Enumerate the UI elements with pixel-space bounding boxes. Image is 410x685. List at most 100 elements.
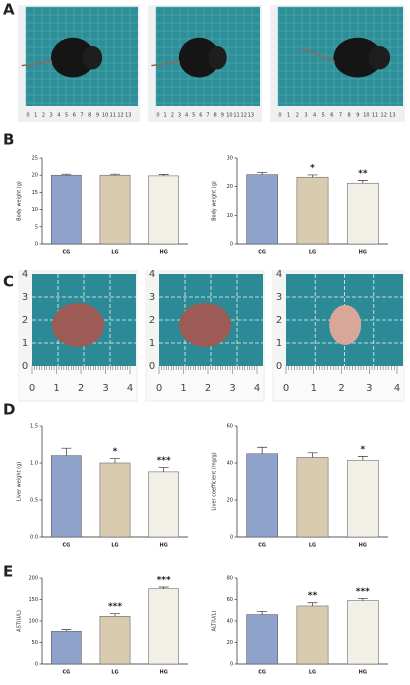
x-tick-label: LG	[309, 543, 316, 549]
y-tick-label: 15	[32, 190, 38, 196]
y-axis-label: Body weight (g)	[212, 181, 218, 221]
ruler-label: 1	[276, 338, 282, 349]
ruler-label: 8	[88, 113, 91, 119]
ruler-label: 4	[57, 113, 60, 119]
y-tick-label: 1.0	[30, 461, 38, 467]
x-tick-label: HG	[359, 670, 367, 676]
error-bar	[61, 173, 72, 176]
ruler-label: 13	[125, 113, 131, 119]
x-tick-label: LG	[111, 250, 118, 256]
x-tick-label: LG	[309, 670, 316, 676]
error-bar	[307, 174, 318, 178]
ruler-label: 11	[233, 113, 239, 119]
y-tick-label: 0.0	[30, 535, 38, 541]
panel-letter: C	[3, 273, 14, 291]
mouse-head	[208, 45, 227, 70]
bar	[346, 459, 379, 538]
y-tick-label: 20	[227, 184, 233, 190]
ruler-label: 9	[96, 113, 99, 119]
x-tick-label: LG	[111, 543, 118, 549]
y-axis-label: Liver weight (g)	[17, 462, 23, 501]
ruler-label: 3	[149, 292, 155, 303]
ruler-label: 6	[199, 113, 202, 119]
ruler-label: 4	[276, 269, 282, 280]
y-tick-label: 0	[35, 242, 38, 248]
x-tick-label: LG	[111, 670, 118, 676]
error-bar	[158, 174, 169, 176]
ruler-label: 4	[313, 113, 316, 119]
ruler-label: 0	[156, 113, 159, 119]
error-bar	[357, 180, 368, 184]
ruler-label: 3	[22, 292, 28, 303]
ruler-label: 3	[229, 383, 235, 394]
ruler-label: 2	[296, 113, 299, 119]
ruler-label: 2	[276, 315, 282, 326]
bar	[296, 457, 329, 538]
mouse-head	[82, 45, 103, 70]
bar	[296, 605, 329, 665]
panel-letter: E	[3, 563, 13, 581]
ruler-label: 0	[22, 361, 28, 372]
bar	[346, 600, 379, 665]
ruler-label: 11	[372, 113, 378, 119]
mouse	[50, 37, 95, 78]
bar	[296, 176, 329, 245]
ruler-label: 12	[241, 113, 247, 119]
ruler-label: 0	[156, 383, 162, 394]
ruler-label: 3	[276, 292, 282, 303]
y-tick-label: 0.5	[30, 498, 38, 504]
ruler-label: 3	[366, 383, 372, 394]
mouse	[333, 37, 383, 78]
ruler-label: 3	[178, 113, 181, 119]
ruler-label: 7	[339, 113, 342, 119]
ruler-label: 3	[102, 383, 108, 394]
significance: *	[113, 447, 118, 457]
ruler-strip	[20, 366, 136, 400]
x-tick-label: HG	[160, 250, 168, 256]
significance: ***	[108, 602, 122, 612]
ruler-label: 2	[149, 315, 155, 326]
y-tick-label: 100	[28, 619, 38, 625]
ruler-label: 1	[34, 113, 37, 119]
significance: ***	[157, 456, 171, 466]
bar	[99, 174, 131, 245]
x-tick-label: CG	[62, 543, 70, 549]
y-tick-label: 60	[227, 424, 233, 430]
bar	[148, 175, 180, 245]
panel-letter: B	[3, 131, 14, 149]
error-bar	[158, 467, 169, 472]
ruler-label: 13	[389, 113, 395, 119]
ruler-label: 5	[65, 113, 68, 119]
y-tick-label: 10	[227, 213, 233, 219]
ruler-label: 3	[304, 113, 307, 119]
x-tick-label: CG	[258, 250, 266, 256]
y-tick-label: 80	[227, 576, 233, 582]
ruler-label: 7	[206, 113, 209, 119]
ruler-label: 4	[127, 383, 133, 394]
ruler-label: 4	[394, 383, 400, 394]
y-tick-label: 20	[227, 498, 233, 504]
y-tick-label: 20	[32, 173, 38, 179]
ruler-label: 0	[26, 113, 29, 119]
error-bar	[357, 456, 368, 461]
error-bar	[110, 613, 120, 617]
x-tick-label: HG	[160, 670, 168, 676]
bar	[50, 174, 82, 245]
ruler-label: 8	[348, 113, 351, 119]
ruler-label: 1	[311, 383, 317, 394]
ruler-label: 9	[356, 113, 359, 119]
error-bar	[357, 598, 368, 601]
ruler-label: 2	[42, 113, 45, 119]
ruler-label: 4	[149, 269, 155, 280]
ruler-label: 10	[363, 113, 369, 119]
ruler-label: 3	[50, 113, 53, 119]
ruler-label: 2	[22, 315, 28, 326]
panel-letter: D	[3, 401, 15, 419]
x-tick-label: CG	[258, 670, 266, 676]
x-tick-label: HG	[359, 543, 367, 549]
ruler-label: 6	[73, 113, 76, 119]
liver	[179, 303, 231, 347]
x-tick-label: CG	[62, 670, 70, 676]
y-tick-label: 50	[32, 640, 38, 646]
